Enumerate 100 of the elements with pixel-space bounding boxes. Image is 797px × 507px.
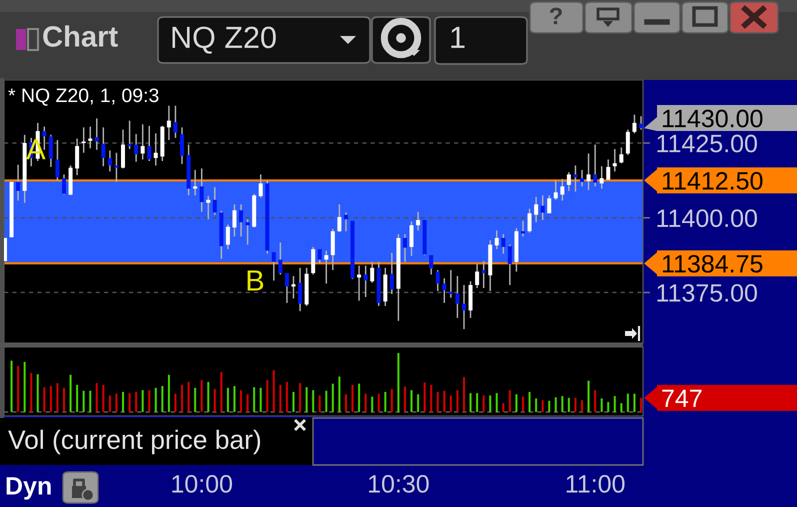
candlestick [521, 220, 526, 238]
bar [142, 390, 144, 412]
bar [594, 390, 596, 412]
candlestick [311, 246, 316, 276]
candlestick [75, 138, 80, 176]
bar [82, 390, 85, 412]
candlestick [534, 196, 538, 223]
bar [502, 403, 504, 412]
candlestick [330, 228, 335, 271]
bar [404, 386, 406, 412]
text: 11430.00 [662, 110, 762, 128]
bar [607, 402, 610, 412]
candlestick [586, 152, 591, 191]
bar [574, 398, 576, 412]
candlestick [364, 264, 368, 298]
bar [122, 392, 124, 412]
candlestick [554, 180, 558, 201]
candlestick [416, 211, 420, 232]
bar [568, 398, 570, 412]
bar [450, 395, 452, 412]
bar [378, 394, 380, 412]
candlestick [508, 244, 512, 286]
candlestick [501, 234, 506, 254]
candlestick [566, 172, 571, 192]
bar [174, 394, 176, 412]
candlestick [593, 144, 598, 188]
bar [226, 388, 229, 412]
candlestick [62, 174, 66, 196]
bar [410, 390, 413, 412]
ref-line-label: 11412.50 [662, 172, 762, 190]
bar [496, 393, 498, 412]
bar [188, 382, 190, 412]
candlestick [344, 212, 348, 232]
candlestick [206, 195, 210, 220]
y-tick-label: 11425.00 [657, 134, 757, 152]
bar [522, 396, 524, 412]
bar [515, 394, 518, 412]
bar [358, 384, 360, 412]
bar [482, 395, 485, 412]
candlestick [482, 260, 486, 289]
candlestick [226, 224, 230, 250]
candlestick [626, 128, 630, 156]
bar [279, 384, 282, 412]
candlestick [154, 132, 158, 166]
bar [424, 382, 426, 412]
candlestick [442, 278, 446, 304]
bar [240, 390, 242, 412]
text: NQ Z20 [172, 26, 276, 54]
bar [10, 360, 13, 412]
x-tick-label: 10:30 [369, 474, 429, 493]
bar [436, 392, 439, 412]
bar [207, 382, 210, 412]
bar [364, 394, 367, 412]
bar [200, 380, 203, 412]
candlestick [606, 158, 610, 182]
candlestick [600, 166, 604, 190]
bar [417, 394, 420, 412]
bar [76, 384, 78, 412]
candlestick [88, 126, 92, 149]
bar [338, 376, 340, 412]
text: Chart [43, 25, 118, 47]
chart-title: * NQ Z20, 1, 09:3 [8, 88, 158, 106]
bar [36, 374, 39, 412]
bar [620, 403, 622, 412]
bar [614, 396, 616, 412]
candlestick [436, 269, 440, 292]
bar [102, 384, 104, 412]
candlestick [547, 194, 552, 214]
bar [220, 372, 222, 412]
bar [286, 382, 288, 412]
bar [272, 370, 275, 412]
candlestick [632, 114, 636, 134]
bar [351, 384, 354, 412]
bar [62, 388, 65, 412]
candlestick [475, 263, 480, 289]
bar [332, 384, 334, 412]
bar [371, 396, 374, 412]
bar [24, 362, 26, 412]
candlestick [540, 194, 545, 221]
bar [260, 388, 262, 412]
bar [266, 380, 268, 412]
candlestick [147, 125, 152, 162]
candlestick [573, 164, 578, 192]
bar [561, 396, 564, 412]
candlestick [278, 242, 282, 276]
bar [344, 394, 347, 412]
bar [148, 390, 150, 412]
bar [135, 392, 138, 412]
candlestick [200, 168, 204, 212]
bar [43, 387, 46, 412]
candlestick [337, 204, 342, 233]
x-tick-label: 11:00 [566, 474, 625, 493]
candlestick [448, 269, 453, 298]
bar [535, 398, 538, 412]
candlestick [455, 275, 460, 319]
bar [588, 380, 590, 412]
candlestick [55, 139, 60, 182]
y-tick-label: 11375.00 [657, 284, 757, 302]
bar [128, 393, 131, 412]
text: 747 [662, 390, 702, 407]
